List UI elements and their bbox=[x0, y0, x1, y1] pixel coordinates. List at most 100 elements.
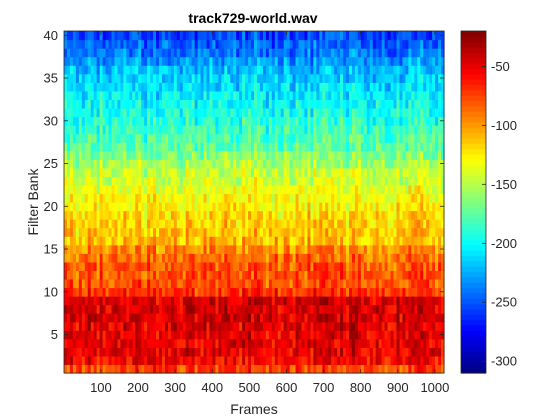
heatmap-cell bbox=[108, 227, 113, 237]
heatmap-cell bbox=[346, 159, 350, 169]
heatmap-cell bbox=[84, 150, 89, 160]
heatmap-cell bbox=[360, 65, 365, 75]
heatmap-cell bbox=[292, 210, 297, 220]
heatmap-cell bbox=[328, 278, 332, 289]
heatmap-cell bbox=[360, 107, 365, 118]
heatmap-cell bbox=[402, 90, 407, 100]
heatmap-cell bbox=[81, 167, 86, 177]
heatmap-cell bbox=[188, 65, 193, 75]
heatmap-cell bbox=[188, 296, 193, 306]
heatmap-cell bbox=[411, 253, 415, 263]
heatmap-cell bbox=[236, 296, 240, 306]
heatmap-cell bbox=[64, 364, 68, 374]
heatmap-cell bbox=[286, 31, 291, 41]
heatmap-cell bbox=[245, 296, 249, 306]
heatmap-cell bbox=[221, 321, 225, 331]
heatmap-cell bbox=[242, 90, 246, 100]
heatmap-cell bbox=[349, 184, 353, 195]
heatmap-cell bbox=[384, 167, 389, 177]
heatmap-cell bbox=[96, 364, 101, 374]
heatmap-cell bbox=[120, 48, 124, 58]
heatmap-cell bbox=[381, 65, 386, 75]
heatmap-cell bbox=[161, 202, 166, 212]
heatmap-cell bbox=[191, 99, 196, 109]
heatmap-cell bbox=[135, 39, 139, 49]
heatmap-cell bbox=[369, 313, 374, 323]
heatmap-cell bbox=[170, 82, 175, 92]
heatmap-cell bbox=[87, 48, 92, 58]
heatmap-cell bbox=[227, 107, 231, 118]
heatmap-cell bbox=[268, 210, 273, 220]
heatmap-cell bbox=[120, 296, 124, 306]
heatmap-cell bbox=[248, 31, 252, 41]
heatmap-cell bbox=[170, 364, 175, 374]
heatmap-cell bbox=[316, 219, 320, 229]
heatmap-cell bbox=[84, 193, 89, 203]
heatmap-cell bbox=[274, 82, 279, 92]
heatmap-cell bbox=[328, 313, 332, 323]
heatmap-cell bbox=[337, 338, 341, 348]
heatmap-cell bbox=[251, 210, 255, 220]
heatmap-cell bbox=[96, 330, 101, 340]
heatmap-cell bbox=[227, 39, 231, 49]
heatmap-cell bbox=[185, 364, 190, 374]
heatmap-cell bbox=[227, 73, 231, 83]
heatmap-cell bbox=[135, 338, 139, 348]
heatmap-cell bbox=[283, 287, 288, 297]
heatmap-cell bbox=[221, 82, 225, 92]
heatmap-cell bbox=[328, 330, 332, 340]
heatmap-cell bbox=[251, 73, 255, 83]
heatmap-cell bbox=[381, 219, 386, 229]
heatmap-cell bbox=[96, 193, 101, 203]
heatmap-cell bbox=[78, 82, 83, 92]
heatmap-cell bbox=[150, 261, 154, 271]
heatmap-cell bbox=[212, 125, 217, 135]
heatmap-cell bbox=[153, 193, 157, 203]
heatmap-cell bbox=[164, 193, 169, 203]
heatmap-cell bbox=[218, 202, 222, 212]
heatmap-cell bbox=[96, 355, 101, 366]
heatmap-cell bbox=[325, 270, 329, 280]
heatmap-cell bbox=[340, 227, 344, 237]
heatmap-cell bbox=[375, 244, 380, 254]
heatmap-cell bbox=[268, 56, 273, 66]
heatmap-cell bbox=[289, 99, 294, 109]
heatmap-cell bbox=[351, 56, 356, 66]
heatmap-cell bbox=[366, 347, 371, 357]
heatmap-cell bbox=[286, 65, 291, 75]
heatmap-cell bbox=[108, 159, 113, 169]
heatmap-cell bbox=[298, 227, 303, 237]
heatmap-cell bbox=[194, 261, 199, 271]
heatmap-cell bbox=[75, 116, 80, 126]
heatmap-cell bbox=[304, 48, 309, 58]
heatmap-cell bbox=[123, 107, 127, 118]
heatmap-cell bbox=[319, 313, 323, 323]
heatmap-cell bbox=[105, 278, 110, 289]
heatmap-cell bbox=[357, 184, 362, 195]
heatmap-cell bbox=[357, 150, 362, 160]
heatmap-cell bbox=[337, 125, 341, 135]
heatmap-cell bbox=[307, 48, 312, 58]
heatmap-cell bbox=[99, 278, 104, 289]
heatmap-cell bbox=[66, 142, 71, 152]
heatmap-cell bbox=[108, 236, 113, 246]
heatmap-cell bbox=[399, 125, 404, 135]
heatmap-cell bbox=[414, 338, 418, 348]
heatmap-cell bbox=[227, 313, 231, 323]
heatmap-cell bbox=[236, 82, 240, 92]
heatmap-cell bbox=[408, 73, 412, 83]
heatmap-cell bbox=[343, 253, 347, 263]
heatmap-cell bbox=[129, 90, 133, 100]
heatmap-cell bbox=[245, 321, 249, 331]
heatmap-cell bbox=[349, 31, 353, 41]
heatmap-cell bbox=[224, 65, 228, 75]
heatmap-cell bbox=[372, 56, 377, 66]
heatmap-cell bbox=[90, 202, 95, 212]
heatmap-cell bbox=[126, 99, 130, 109]
heatmap-cell bbox=[167, 287, 172, 297]
heatmap-cell bbox=[188, 202, 193, 212]
heatmap-cell bbox=[147, 219, 151, 229]
heatmap-cell bbox=[114, 56, 119, 66]
heatmap-cell bbox=[381, 184, 386, 195]
heatmap-cell bbox=[167, 167, 172, 177]
